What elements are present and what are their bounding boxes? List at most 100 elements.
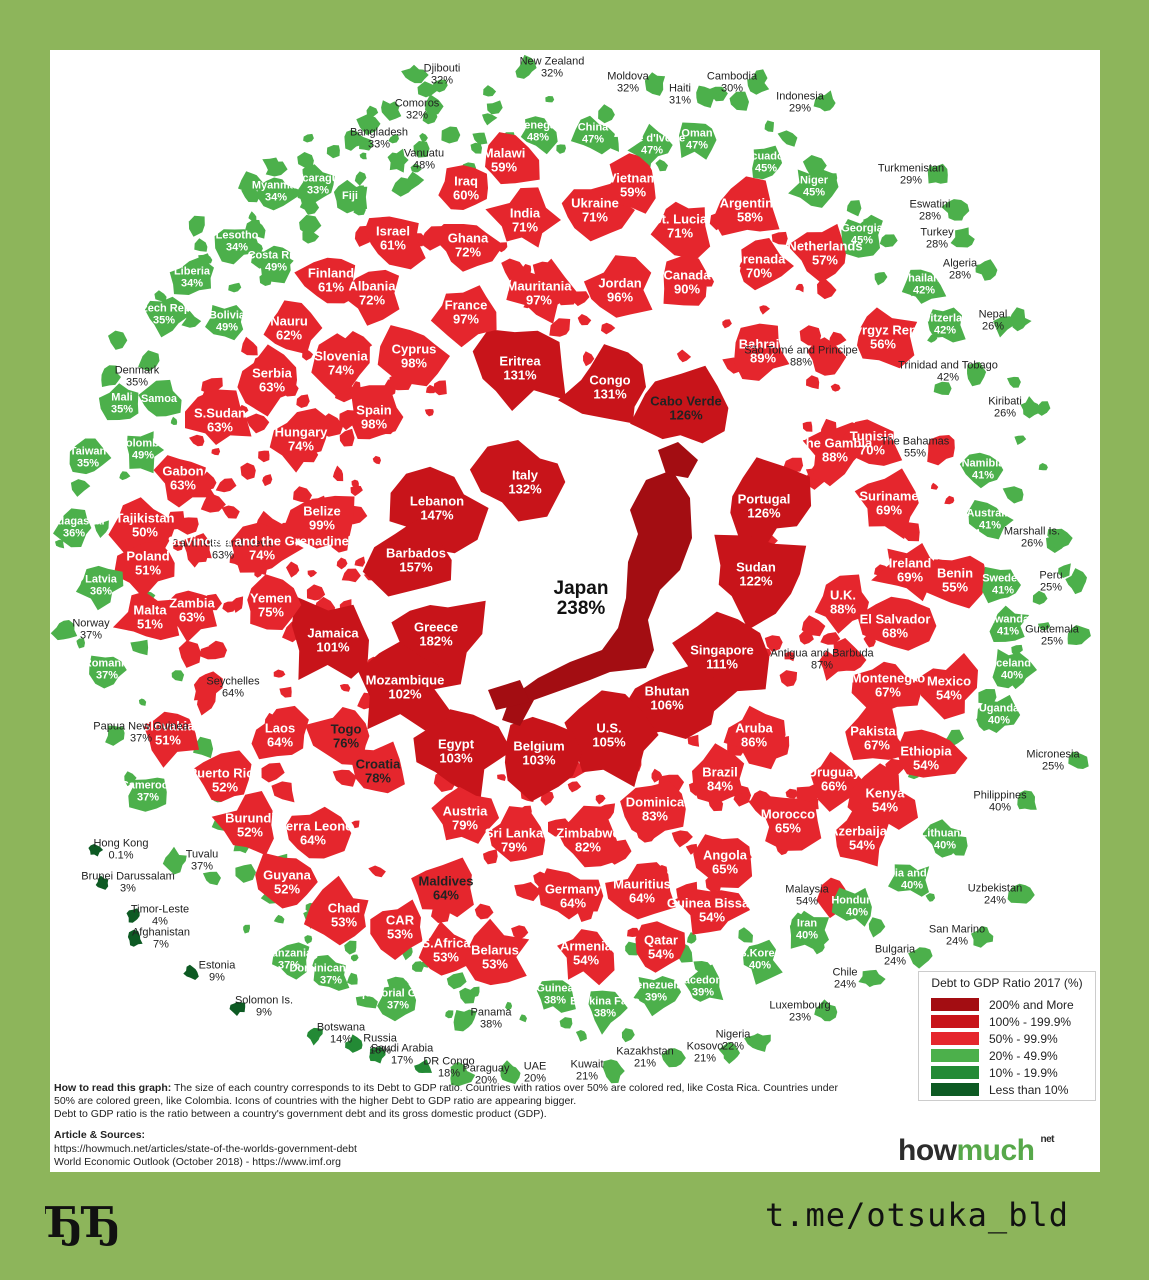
country-shape <box>283 495 355 549</box>
legend-label: Less than 10% <box>989 1082 1069 1097</box>
country-shape <box>438 165 488 210</box>
country-shape <box>370 899 423 960</box>
country-shape <box>164 590 217 643</box>
telegram-handle[interactable]: t.me/otsuka_bld <box>765 1196 1069 1234</box>
island-fragment <box>350 954 359 962</box>
island-fragment <box>474 903 494 920</box>
island-fragment <box>215 478 237 493</box>
country-shape <box>605 862 676 920</box>
island-fragment <box>993 316 1016 338</box>
country-shape <box>950 227 975 248</box>
country-shape <box>211 791 274 856</box>
country-shape <box>418 921 470 976</box>
island-fragment <box>738 927 753 943</box>
island-fragment <box>405 171 425 190</box>
island-fragment <box>446 972 467 990</box>
country-shape <box>515 54 537 79</box>
country-shape <box>184 533 212 568</box>
island-fragment <box>424 409 434 417</box>
country-shape <box>303 875 369 946</box>
island-fragment <box>303 133 314 143</box>
island-fragment <box>245 413 270 434</box>
island-fragment <box>124 771 137 787</box>
country-shape <box>128 777 167 812</box>
country-shape <box>50 620 78 641</box>
country-shape <box>739 238 794 291</box>
country-shape <box>101 365 121 387</box>
country-shape <box>734 323 790 381</box>
country-shape <box>153 455 216 508</box>
country-shape <box>294 257 360 304</box>
source-link-1[interactable]: https://howmuch.net/articles/state-of-th… <box>54 1142 357 1155</box>
island-fragment <box>243 924 250 934</box>
island-fragment <box>355 995 378 1009</box>
country-shape <box>602 1059 625 1084</box>
country-shape <box>450 1061 476 1087</box>
island-fragment <box>262 157 280 172</box>
island-fragment <box>293 486 312 503</box>
country-shape <box>857 596 937 651</box>
island-fragment <box>232 596 244 613</box>
island-fragment <box>108 330 128 350</box>
country-shape <box>350 385 404 440</box>
country-shape <box>237 344 297 417</box>
island-fragment <box>410 163 422 173</box>
country-shape <box>857 307 918 369</box>
island-fragment <box>356 114 381 136</box>
island-fragment <box>336 557 348 570</box>
how-to-read-label: How to read this graph: <box>54 1082 172 1094</box>
country-shape <box>98 383 139 421</box>
country-shape <box>485 132 540 185</box>
country-shape <box>1068 751 1089 769</box>
channel-logo: ЂЂ <box>43 1195 125 1247</box>
country-shape <box>718 1042 740 1064</box>
country-shape <box>975 259 998 281</box>
island-fragment <box>273 669 286 678</box>
country-shape <box>305 707 370 766</box>
island-fragment <box>482 113 498 126</box>
howmuch-logo: howmuch net <box>898 1134 1055 1167</box>
country-shape <box>472 329 566 411</box>
island-fragment <box>189 434 205 447</box>
island-fragment <box>351 820 360 829</box>
legend-swatch <box>931 1083 979 1096</box>
country-shape <box>377 325 450 387</box>
country-shape <box>1065 568 1087 595</box>
legend-item: Less than 10% <box>919 1081 1095 1098</box>
island-fragment <box>817 277 837 300</box>
legend-item: 200% and More <box>919 996 1095 1013</box>
country-shape <box>896 729 968 778</box>
legend-item: 50% - 99.9% <box>919 1030 1095 1047</box>
island-fragment <box>671 830 693 848</box>
country-shape <box>411 857 474 918</box>
island-fragment <box>933 381 952 395</box>
island-fragment <box>1007 376 1021 388</box>
country-shape <box>126 908 140 923</box>
island-fragment <box>297 152 314 169</box>
legend: Debt to GDP Ratio 2017 (%) 200% and More… <box>918 971 1096 1101</box>
country-shape <box>831 887 872 927</box>
country-shape <box>858 969 886 988</box>
country-shape <box>810 751 862 812</box>
country-shape <box>730 457 812 561</box>
country-shape <box>311 333 370 397</box>
island-fragment <box>194 238 208 252</box>
country-shape <box>214 229 258 265</box>
island-fragment <box>445 1010 454 1019</box>
country-shape <box>520 116 558 155</box>
footer-notes: How to read this graph: The size of each… <box>54 1082 854 1169</box>
country-shape <box>941 199 970 221</box>
country-shape <box>464 918 530 986</box>
source-link-2[interactable]: World Economic Outlook (October 2018) - … <box>54 1155 341 1168</box>
country-shape <box>675 889 751 935</box>
island-fragment <box>1032 590 1048 605</box>
country-shape <box>557 805 619 868</box>
island-fragment <box>519 1014 527 1023</box>
country-shape <box>620 781 686 841</box>
island-fragment <box>119 471 131 481</box>
island-fragment <box>784 651 795 662</box>
country-shape <box>263 300 323 355</box>
country-shape <box>1007 883 1035 904</box>
country-shape <box>752 145 783 180</box>
legend-label: 50% - 99.9% <box>989 1031 1058 1046</box>
